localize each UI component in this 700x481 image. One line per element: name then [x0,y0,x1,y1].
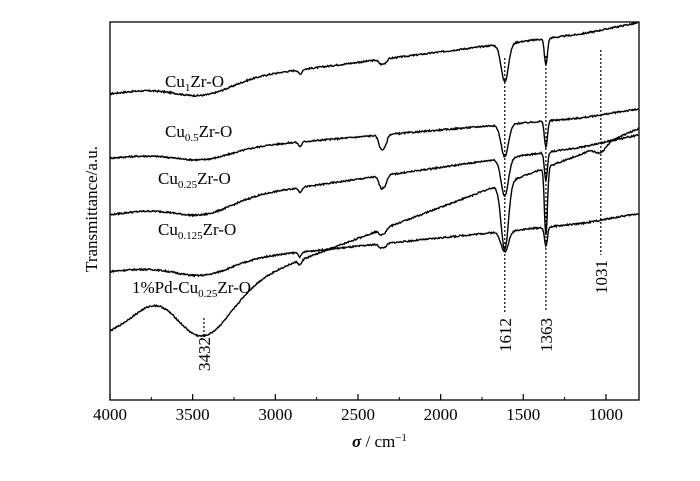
series-line-5 [109,127,640,338]
plot-frame [109,21,640,401]
x-tick-label-2500: 2500 [341,405,375,424]
x-tick-label-3500: 3500 [176,405,210,424]
x-tick-label-4000: 4000 [93,405,127,424]
series-label-2: Cu0.5Zr-O [165,122,232,144]
series-label-1: Cu1Zr-O [165,72,224,94]
x-tick-label-3000: 3000 [258,405,292,424]
series-label-3: Cu0.25Zr-O [158,169,231,191]
x-tick-label-1500: 1500 [506,405,540,424]
x-tick-label-1000: 1000 [589,405,623,424]
series-line-2 [109,107,640,162]
y-axis-title: Transmittance/a.u. [82,146,101,272]
x-axis-title: σ / cm−1 [352,432,407,451]
series-label-4: Cu0.125Zr-O [158,220,236,242]
peak-label-1363: 1363 [537,318,556,352]
series-line-4 [109,213,640,278]
series-line-3 [109,133,640,218]
series-label-5: 1%Pd-Cu0.25Zr-O [132,278,251,300]
x-tick-label-2000: 2000 [424,405,458,424]
peak-label-3432: 3432 [195,337,214,371]
series-line-1 [109,21,639,98]
peak-label-1612: 1612 [496,318,515,352]
peak-label-1031: 1031 [592,260,611,294]
